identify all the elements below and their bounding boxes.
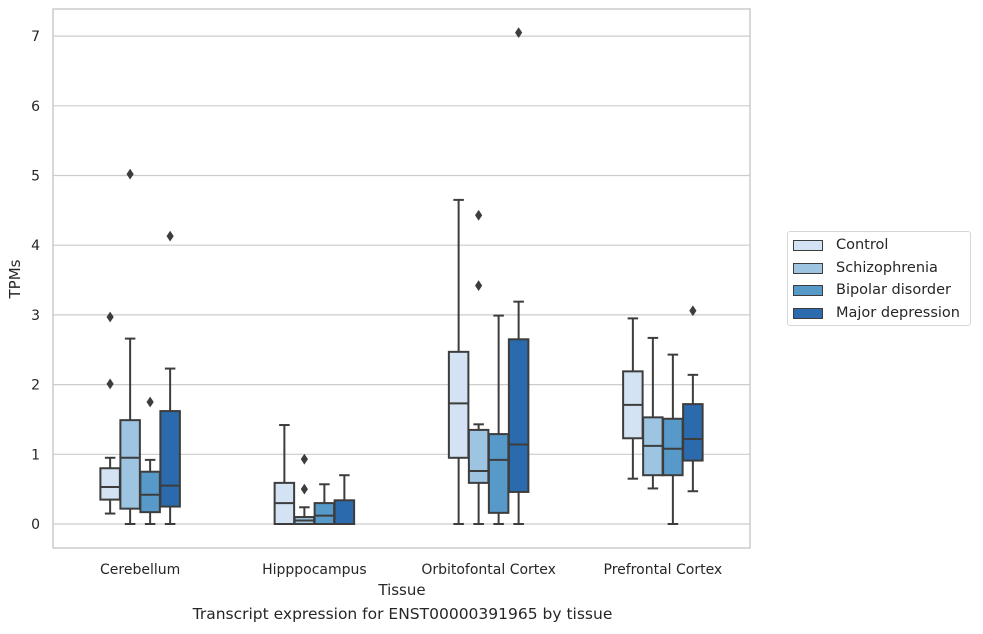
legend-label-schizophrenia: Schizophrenia xyxy=(836,260,938,276)
legend-item-bipolar-disorder: Bipolar disorder xyxy=(793,280,951,300)
box-schizophrenia-2 xyxy=(467,209,490,525)
y-axis-ticks: 0 1 2 3 4 5 6 7 xyxy=(31,29,40,533)
box-control-1 xyxy=(273,424,296,526)
iqr-box xyxy=(662,417,684,477)
x-tick-label: Cerebellum xyxy=(100,562,180,578)
iqr-box xyxy=(139,470,161,514)
box-schizophrenia-0 xyxy=(119,168,141,525)
legend-item-control: Control xyxy=(793,235,888,255)
outlier-point xyxy=(106,378,114,390)
y-tick-label: 0 xyxy=(31,517,40,533)
box-major-depression-2 xyxy=(507,27,530,525)
box-control-2 xyxy=(447,198,470,525)
iqr-box xyxy=(159,410,181,508)
iqr-box xyxy=(313,502,336,525)
outlier-point xyxy=(146,396,154,408)
legend-label-major-depression: Major depression xyxy=(836,305,960,321)
iqr-box xyxy=(119,419,141,510)
iqr-box xyxy=(507,338,530,493)
y-tick-label: 3 xyxy=(31,308,40,324)
outlier-point xyxy=(166,230,174,242)
outlier-point xyxy=(475,209,483,221)
legend-label-bipolar-disorder: Bipolar disorder xyxy=(836,282,951,298)
iqr-box xyxy=(333,499,356,526)
iqr-box xyxy=(682,403,704,462)
y-tick-label: 2 xyxy=(31,378,40,394)
x-tick-label: Prefrontal Cortex xyxy=(604,562,723,578)
legend-item-schizophrenia: Schizophrenia xyxy=(793,258,938,278)
box-major-depression-0 xyxy=(159,230,181,525)
box-schizophrenia-1 xyxy=(293,453,316,526)
box-control-3 xyxy=(622,317,644,480)
chart-title: Transcript expression for ENST0000039196… xyxy=(192,605,613,623)
box-bipolar-disorder-3 xyxy=(662,353,684,525)
legend: Control Schizophrenia Bipolar disorder M… xyxy=(787,231,971,326)
y-tick-label: 7 xyxy=(31,29,40,45)
x-tick-label: Hipppocampus xyxy=(262,562,367,578)
box-plot-series xyxy=(99,27,704,526)
iqr-box xyxy=(467,428,490,484)
legend-label-control: Control xyxy=(836,237,889,253)
iqr-box xyxy=(487,433,510,514)
iqr-box xyxy=(447,350,470,459)
legend-swatch-bipolar-disorder xyxy=(793,284,823,296)
box-bipolar-disorder-2 xyxy=(487,314,510,525)
outlier-point xyxy=(475,280,483,292)
box-bipolar-disorder-1 xyxy=(313,483,336,525)
box-major-depression-3 xyxy=(682,305,704,493)
x-axis-label: Tissue xyxy=(377,581,425,599)
box-major-depression-1 xyxy=(333,474,356,526)
box-bipolar-disorder-0 xyxy=(139,396,161,525)
legend-swatch-control xyxy=(793,239,823,251)
y-axis-label: TPMs xyxy=(6,259,24,299)
outlier-point xyxy=(300,483,308,495)
box-schizophrenia-3 xyxy=(642,336,664,490)
iqr-box xyxy=(99,467,121,501)
outlier-point xyxy=(515,27,523,39)
y-tick-label: 6 xyxy=(31,99,40,115)
x-tick-label: Orbitofontal Cortex xyxy=(421,562,556,578)
x-axis-ticks: Cerebellum Hipppocampus Orbitofontal Corte… xyxy=(100,562,722,578)
outlier-point xyxy=(300,453,308,465)
plot-frame xyxy=(52,8,751,549)
legend-swatch-major-depression xyxy=(793,307,823,319)
y-tick-label: 4 xyxy=(31,238,40,254)
outlier-point xyxy=(126,168,134,180)
box-control-0 xyxy=(99,311,121,515)
legend-swatch-schizophrenia xyxy=(793,262,823,274)
outlier-point xyxy=(106,311,114,323)
legend-item-major-depression: Major depression xyxy=(793,303,960,323)
y-tick-label: 1 xyxy=(31,447,40,463)
y-tick-label: 5 xyxy=(31,169,40,185)
outlier-point xyxy=(689,305,697,317)
